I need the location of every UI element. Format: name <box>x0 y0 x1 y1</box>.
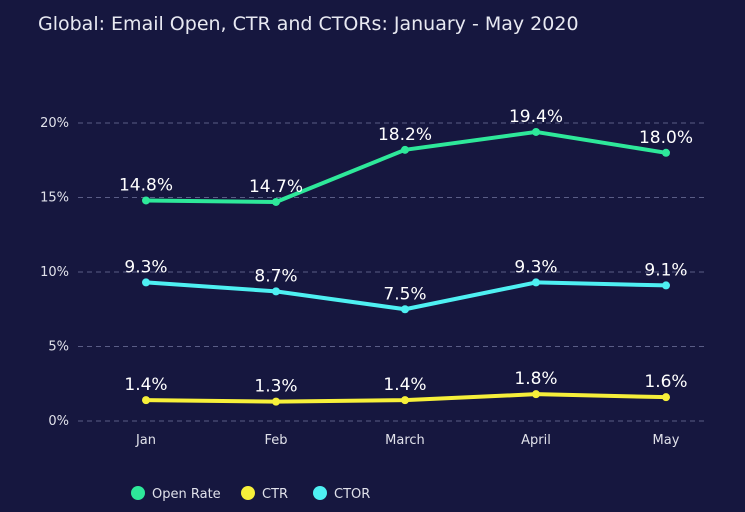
data-label-open-rate: 14.7% <box>249 177 303 197</box>
data-point-ctr <box>532 390 540 399</box>
data-point-ctr <box>401 396 409 405</box>
data-label-open-rate: 19.4% <box>509 107 563 127</box>
data-label-ctr: 1.3% <box>254 377 297 397</box>
data-label-ctr: 1.4% <box>383 375 426 395</box>
data-label-open-rate: 18.0% <box>639 128 693 148</box>
x-tick-label: March <box>385 433 425 448</box>
y-tick-label: 0% <box>48 414 69 429</box>
legend-marker-ctor <box>313 486 327 500</box>
data-label-ctor: 9.3% <box>514 257 557 277</box>
data-point-ctor <box>662 281 670 290</box>
data-point-ctr <box>272 397 280 406</box>
data-point-ctr <box>142 396 150 405</box>
data-point-ctr <box>662 393 670 402</box>
data-label-ctor: 8.7% <box>254 266 297 286</box>
legend-label-ctor: CTOR <box>334 487 370 502</box>
chart-title: Global: Email Open, CTR and CTORs: Janua… <box>38 13 579 35</box>
x-tick-label: April <box>521 433 551 448</box>
data-label-open-rate: 14.8% <box>119 175 173 195</box>
legend-label-open-rate: Open Rate <box>152 487 221 502</box>
y-tick-label: 15% <box>40 191 69 206</box>
y-tick-label: 5% <box>48 340 69 355</box>
data-point-ctor <box>272 287 280 296</box>
data-label-ctor: 9.1% <box>644 260 687 280</box>
data-point-ctor <box>401 305 409 314</box>
y-tick-label: 20% <box>40 116 69 131</box>
data-label-ctr: 1.8% <box>514 369 557 389</box>
data-label-ctor: 9.3% <box>124 257 167 277</box>
x-tick-label: May <box>653 433 680 448</box>
data-point-ctor <box>532 278 540 287</box>
x-tick-label: Feb <box>264 433 287 448</box>
data-label-ctr: 1.6% <box>644 372 687 392</box>
legend-marker-ctr <box>241 486 255 500</box>
data-label-ctor: 7.5% <box>383 284 426 304</box>
legend-marker-open-rate <box>131 486 145 500</box>
data-point-open-rate <box>272 197 280 206</box>
data-point-open-rate <box>401 145 409 154</box>
data-point-open-rate <box>532 127 540 136</box>
y-tick-label: 10% <box>40 265 69 280</box>
data-label-ctr: 1.4% <box>124 375 167 395</box>
data-label-open-rate: 18.2% <box>378 125 432 145</box>
legend-label-ctr: CTR <box>262 487 288 502</box>
data-point-ctor <box>142 278 150 287</box>
data-point-open-rate <box>662 148 670 157</box>
data-point-open-rate <box>142 196 150 205</box>
x-tick-label: Jan <box>135 433 156 448</box>
